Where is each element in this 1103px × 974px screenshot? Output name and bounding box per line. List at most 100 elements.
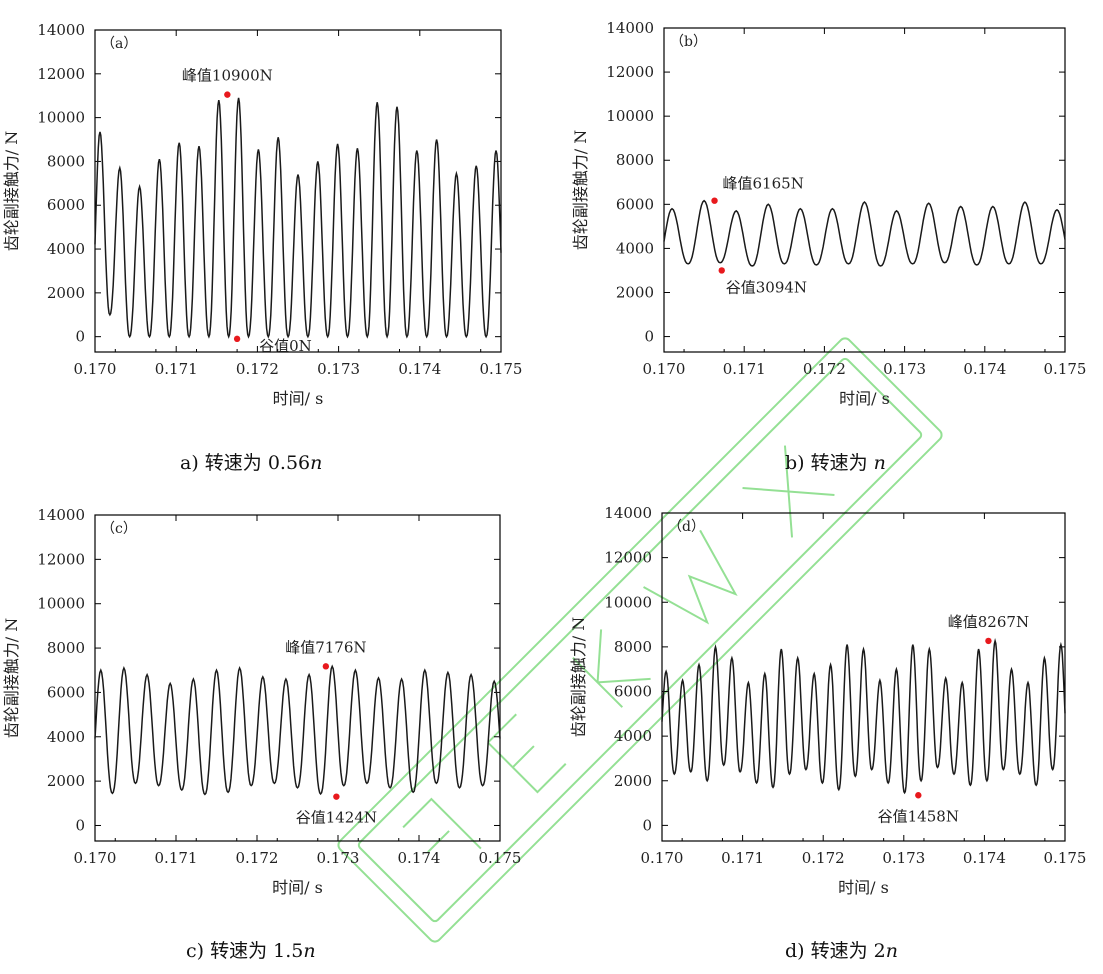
y-tick-label: 10000	[604, 593, 652, 611]
y-tick-label: 2000	[616, 283, 654, 301]
x-tick-label: 0.170	[643, 360, 686, 378]
panel-c: 0.170 0.171 0.172 0.173 0.174 0.175 0 2000 4000 6…	[0, 487, 551, 974]
y-tick-label: 8000	[47, 639, 85, 657]
y-tick-label: 4000	[614, 727, 652, 745]
y-axis-title: 齿轮副接触力/ N	[569, 617, 588, 737]
panel-b: 0.170 0.171 0.172 0.173 0.174 0.175 0 2000 4000 6…	[551, 0, 1103, 487]
x-tick-label: 0.170	[74, 849, 117, 867]
annotation-marker	[322, 663, 330, 670]
x-axis-title: 时间/ s	[839, 389, 890, 408]
x-tick-label: 0.174	[398, 360, 441, 378]
x-tick-label: 0.175	[479, 849, 522, 867]
y-axis-title: 齿轮副接触力/ N	[2, 618, 21, 738]
y-tick-label: 10000	[37, 109, 85, 127]
y-tick-label: 0	[75, 816, 85, 834]
x-tick-label: 0.174	[963, 360, 1006, 378]
plot-frame	[661, 512, 1066, 842]
x-axis-title: 时间/ s	[272, 878, 323, 897]
caption-c: c) 转速为 1.5n	[186, 940, 316, 962]
annotation-label: 谷值0N	[259, 337, 312, 355]
x-tick-label: 0.171	[721, 849, 764, 867]
chart-c: 0.170 0.171 0.172 0.173 0.174 0.175 0 2000 4000 6…	[2, 506, 522, 897]
y-tick-label: 0	[75, 328, 85, 346]
x-tick-label: 0.173	[317, 849, 360, 867]
y-tick-label: 4000	[47, 240, 85, 258]
y-tick-label: 6000	[47, 683, 85, 701]
x-tick-label: 0.171	[155, 849, 198, 867]
y-axis-title: 齿轮副接触力/ N	[2, 131, 21, 251]
caption-a: a) 转速为 0.56n	[180, 452, 323, 474]
annotation-marker	[233, 335, 241, 343]
series-line	[663, 199, 1066, 267]
y-tick-label: 10000	[606, 107, 654, 125]
panel-label: （d）	[668, 519, 705, 535]
y-tick-label: 12000	[37, 550, 85, 568]
x-tick-label: 0.175	[1044, 360, 1087, 378]
x-tick-label: 0.170	[641, 849, 684, 867]
y-tick-label: 4000	[47, 728, 85, 746]
y-tick-label: 10000	[37, 595, 85, 613]
x-tick-label: 0.173	[882, 849, 925, 867]
x-tick-label: 0.172	[236, 849, 279, 867]
annotation-label: 谷值1458N	[878, 807, 959, 825]
panel-a: 0.170 0.171 0.172 0.173 0.174 0.175 0 2000 4000 6…	[0, 0, 551, 487]
x-tick-label: 0.174	[398, 849, 441, 867]
x-tick-label: 0.175	[1044, 849, 1087, 867]
caption-d: d) 转速为 2n	[785, 940, 898, 962]
series-line	[661, 637, 1066, 795]
annotation-label: 峰值7176N	[285, 638, 366, 656]
caption-b: b) 转速为 n	[785, 452, 886, 474]
panel-label: （a）	[101, 36, 137, 52]
x-tick-label: 0.171	[155, 360, 198, 378]
y-axis-title: 齿轮副接触力/ N	[571, 130, 590, 250]
annotation-marker	[711, 197, 718, 204]
chart-a: 0.170 0.171 0.172 0.173 0.174 0.175 0 2000 4000 6…	[2, 21, 523, 408]
chart-b: 0.170 0.171 0.172 0.173 0.174 0.175 0 2000 4000 6…	[571, 19, 1087, 408]
y-tick-label: 2000	[47, 284, 85, 302]
y-tick-label: 12000	[606, 63, 654, 81]
y-tick-label: 12000	[604, 549, 652, 567]
plot-frame	[94, 514, 501, 842]
y-tick-label: 8000	[47, 152, 85, 170]
y-tick-label: 6000	[616, 195, 654, 213]
x-tick-label: 0.173	[317, 360, 360, 378]
y-tick-label: 0	[644, 328, 654, 346]
y-tick-label: 2000	[47, 772, 85, 790]
x-tick-label: 0.171	[723, 360, 766, 378]
x-tick-label: 0.173	[883, 360, 926, 378]
annotation-marker	[718, 267, 725, 274]
x-tick-label: 0.175	[480, 360, 523, 378]
x-tick-label: 0.172	[236, 360, 279, 378]
x-tick-label: 0.170	[74, 360, 117, 378]
annotation-label: 谷值3094N	[726, 278, 807, 296]
x-tick-label: 0.172	[802, 849, 845, 867]
y-tick-label: 4000	[616, 239, 654, 257]
y-tick-label: 0	[642, 816, 652, 834]
panel-label: （c）	[101, 521, 137, 537]
x-tick-label: 0.172	[803, 360, 846, 378]
y-tick-label: 6000	[47, 196, 85, 214]
annotation-marker	[333, 793, 340, 800]
series-line	[94, 97, 502, 339]
y-tick-label: 8000	[614, 638, 652, 656]
plot-frame	[663, 27, 1066, 353]
panel-d: 0.170 0.171 0.172 0.173 0.174 0.175 0 2000 4000 6…	[551, 487, 1103, 974]
y-tick-label: 14000	[604, 504, 652, 522]
y-tick-label: 12000	[37, 65, 85, 83]
annotation-marker	[915, 792, 922, 799]
panel-label: （b）	[670, 34, 707, 50]
y-tick-label: 8000	[616, 151, 654, 169]
series-line	[94, 664, 501, 796]
annotation-label: 谷值1424N	[296, 809, 377, 827]
x-tick-label: 0.174	[963, 849, 1006, 867]
annotation-marker	[224, 91, 231, 98]
y-tick-label: 14000	[606, 19, 654, 37]
x-axis-title: 时间/ s	[838, 878, 889, 897]
y-tick-label: 2000	[614, 772, 652, 790]
y-tick-label: 14000	[37, 21, 85, 39]
annotation-marker	[985, 637, 992, 645]
plot-frame	[94, 29, 502, 353]
annotation-label: 峰值10900N	[182, 67, 273, 85]
y-tick-label: 14000	[37, 506, 85, 524]
